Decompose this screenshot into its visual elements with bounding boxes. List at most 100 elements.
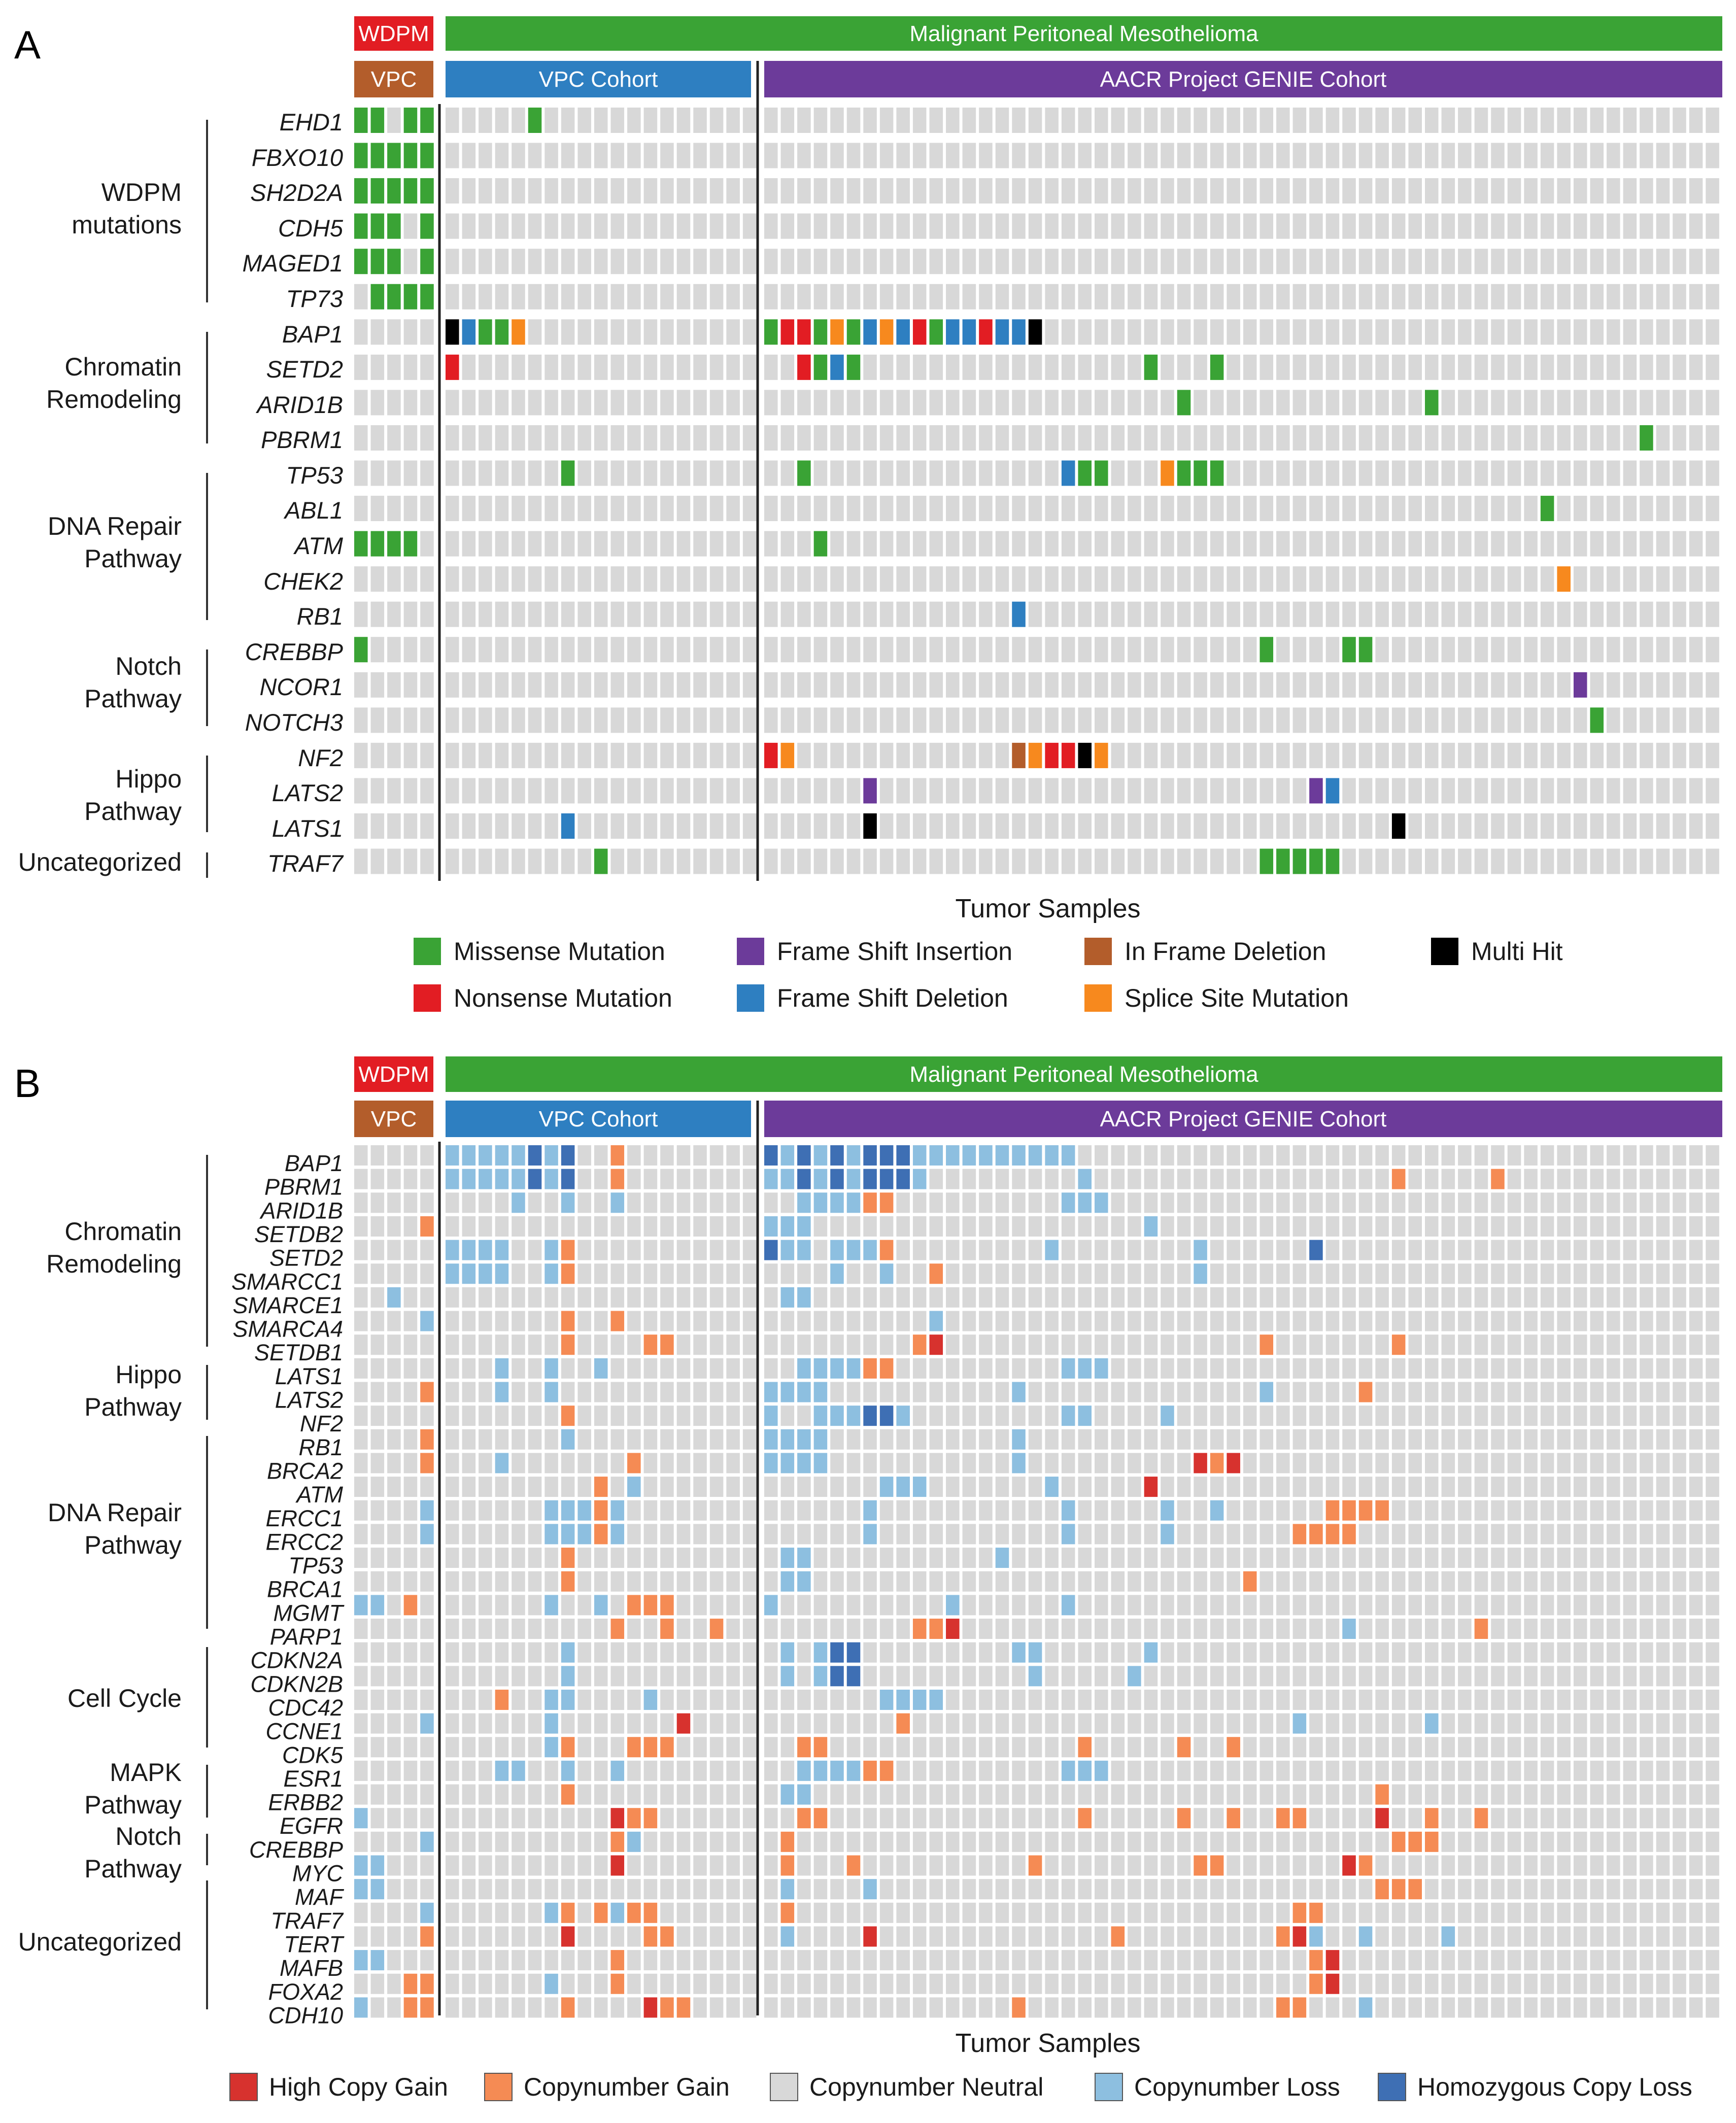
cell-neutral (643, 319, 658, 345)
cell-neutral (693, 1619, 707, 1639)
cell-neutral (896, 1382, 910, 1402)
cell-neutral (643, 1619, 658, 1639)
cell-neutral (403, 1145, 418, 1166)
cell-neutral (979, 1429, 993, 1450)
cell-neutral (742, 1737, 757, 1758)
cell-neutral (561, 425, 575, 451)
cell-neutral (1028, 1358, 1042, 1379)
cell-neutral (1425, 1524, 1439, 1545)
cell-neutral (726, 108, 740, 133)
cell-neutral (1210, 425, 1224, 451)
cell-neutral (1524, 1571, 1538, 1592)
cell-alteration (879, 1689, 894, 1710)
cell-neutral (813, 1263, 828, 1284)
cell-neutral (462, 1666, 476, 1687)
cell-neutral (528, 742, 542, 768)
cell-neutral (495, 566, 509, 592)
cell-alteration (1408, 1831, 1422, 1852)
cell-neutral (979, 566, 993, 592)
cell-neutral (1689, 108, 1703, 133)
cell-neutral (1095, 1406, 1108, 1426)
cell-neutral (676, 531, 691, 557)
cell-neutral (1260, 1760, 1274, 1781)
cell-neutral (1276, 1406, 1290, 1426)
cell-neutral (1458, 1902, 1472, 1923)
cell-neutral (1144, 1406, 1158, 1426)
cell-neutral (946, 1524, 960, 1545)
cell-neutral (1194, 1950, 1207, 1971)
cell-neutral (1458, 178, 1472, 204)
cell-neutral (1325, 1453, 1340, 1474)
cell-neutral (479, 601, 492, 627)
cell-neutral (896, 108, 910, 133)
cell-neutral (1474, 1311, 1488, 1331)
cell-neutral (1045, 1169, 1059, 1189)
cell-neutral (446, 460, 459, 486)
cell-neutral (979, 1666, 993, 1687)
cell-neutral (1507, 1548, 1521, 1568)
cell-neutral (1161, 1950, 1174, 1971)
cell-neutral (1474, 1169, 1488, 1189)
cell-neutral (1144, 425, 1158, 451)
cell-neutral (797, 1524, 811, 1545)
gene-label: RB1 (297, 603, 343, 630)
cell-neutral (830, 601, 844, 627)
cell-neutral (446, 1689, 459, 1710)
cell-neutral (1276, 1879, 1290, 1900)
cell-neutral (462, 1973, 476, 1994)
cell-neutral (1194, 1477, 1207, 1497)
cell-alteration (797, 1429, 811, 1450)
cell-neutral (387, 1311, 401, 1331)
cell-neutral (1607, 1453, 1620, 1474)
cell-alteration (354, 1997, 368, 2018)
cell-neutral (1325, 672, 1340, 698)
cell-alteration (627, 1831, 641, 1852)
cell-neutral (1028, 531, 1042, 557)
cell-alteration (1260, 848, 1274, 874)
cell-neutral (979, 1784, 993, 1805)
cell-neutral (1028, 1192, 1042, 1213)
cell-neutral (1144, 496, 1158, 522)
cell-neutral (1408, 778, 1422, 804)
cell-neutral (962, 672, 976, 698)
cell-alteration (643, 1808, 658, 1829)
cell-neutral (1623, 1760, 1637, 1781)
cell-neutral (979, 1382, 993, 1402)
cell-neutral (1375, 1406, 1389, 1426)
cell-alteration (846, 1642, 861, 1663)
cell-neutral (544, 848, 558, 874)
cell-neutral (1408, 1287, 1422, 1308)
cell-neutral (1375, 1619, 1389, 1639)
panel-b-gene-labels: BAP1PBRM1ARID1BSETDB2SETD2SMARCC1SMARCE1… (231, 1150, 345, 2028)
cell-neutral (561, 848, 575, 874)
cell-neutral (1689, 143, 1703, 168)
cell-neutral (1260, 1595, 1274, 1616)
cell-neutral (1375, 1524, 1389, 1545)
cell-neutral (1540, 1240, 1554, 1260)
cell-neutral (1260, 1263, 1274, 1284)
cell-neutral (1325, 1263, 1340, 1284)
cell-neutral (1441, 672, 1455, 698)
cell-neutral (946, 1500, 960, 1521)
cell-neutral (660, 1831, 674, 1852)
cell-neutral (403, 1263, 418, 1284)
cell-neutral (1243, 1263, 1257, 1284)
cell-neutral (946, 178, 960, 204)
cell-neutral (354, 1548, 368, 1568)
cell-neutral (1491, 1997, 1505, 2018)
cell-alteration (370, 531, 385, 557)
cell-neutral (1640, 1997, 1653, 2018)
cell-neutral (594, 178, 608, 204)
cell-alteration (780, 1240, 795, 1260)
cell-neutral (1590, 1429, 1604, 1450)
cell-alteration (813, 354, 828, 380)
cell-neutral (1507, 1997, 1521, 2018)
cell-neutral (1689, 1524, 1703, 1545)
cell-neutral (1540, 1571, 1554, 1592)
cell-neutral (1507, 178, 1521, 204)
cell-neutral (1028, 1287, 1042, 1308)
cell-neutral (962, 778, 976, 804)
cell-neutral (780, 1997, 795, 2018)
cell-alteration (846, 1145, 861, 1166)
cell-neutral (1078, 1334, 1092, 1355)
